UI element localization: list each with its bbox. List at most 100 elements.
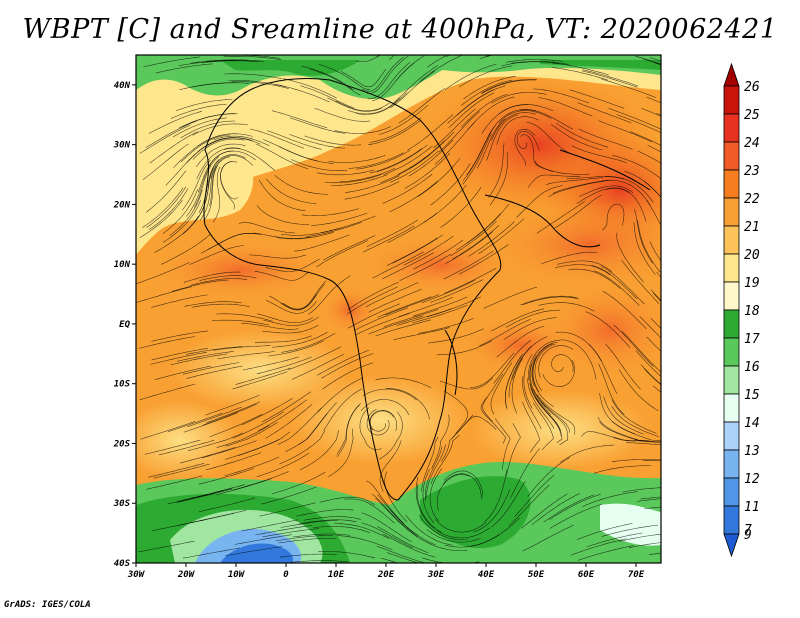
streamline <box>639 316 661 339</box>
colorbar: 26 25 24 23 22 21 20 19 18 17 16 15 14 13 12 11 97 <box>723 62 760 558</box>
streamline <box>385 294 440 316</box>
streamline <box>375 497 418 538</box>
streamline <box>256 143 309 170</box>
streamline <box>198 159 220 213</box>
streamline <box>450 221 497 257</box>
streamline <box>622 487 661 493</box>
streamline <box>538 97 593 117</box>
streamline <box>233 471 289 490</box>
streamline <box>369 117 422 143</box>
streamline <box>577 545 634 561</box>
streamline <box>196 147 240 180</box>
streamline <box>601 180 651 206</box>
streamline <box>582 70 638 88</box>
streamline <box>274 174 328 195</box>
streamline <box>494 418 511 470</box>
streamline <box>555 331 602 362</box>
streamline <box>516 131 540 151</box>
streamline <box>577 102 632 124</box>
streamline <box>187 406 242 427</box>
streamline <box>272 471 326 495</box>
streamline <box>183 271 241 283</box>
streamline <box>146 475 203 490</box>
streamline <box>248 254 307 259</box>
streamline <box>505 309 561 328</box>
streamline <box>366 480 405 524</box>
streamline <box>344 498 395 524</box>
streamline <box>533 402 554 451</box>
streamline <box>581 431 636 442</box>
streamline <box>647 145 661 153</box>
streamline <box>611 459 661 463</box>
streamline <box>209 413 263 438</box>
streamline <box>142 143 189 180</box>
streamline <box>171 279 229 292</box>
streamline <box>387 212 438 243</box>
streamline <box>322 362 374 390</box>
streamline <box>231 81 289 89</box>
streamline <box>190 59 249 64</box>
streamline <box>445 231 494 264</box>
streamline <box>355 55 381 62</box>
streamline <box>383 145 433 176</box>
streamline <box>426 296 482 318</box>
streamline <box>498 110 552 124</box>
streamline <box>542 360 575 387</box>
streamline <box>510 448 540 499</box>
streamline <box>291 159 348 171</box>
streamline <box>498 104 554 115</box>
streamline <box>144 439 201 455</box>
streamline <box>169 189 203 236</box>
streamline <box>365 282 419 308</box>
streamline <box>527 174 581 188</box>
streamline <box>189 484 245 500</box>
lat-tick-label: 40S <box>114 559 131 569</box>
colorbar-swatch <box>723 309 740 339</box>
streamline <box>146 186 187 228</box>
streamline <box>237 431 291 456</box>
streamline <box>419 55 464 82</box>
colorbar-label: 17 <box>744 332 760 347</box>
streamline <box>541 402 569 446</box>
streamline <box>327 97 383 112</box>
lon-tick-label: 0 <box>283 570 289 580</box>
streamline <box>419 515 469 540</box>
streamline <box>514 128 536 166</box>
streamline <box>431 414 450 469</box>
streamline <box>198 150 233 193</box>
streamline <box>529 382 561 431</box>
streamline <box>426 529 481 543</box>
streamline <box>336 535 393 550</box>
colorbar-label: 18 <box>744 304 760 319</box>
streamline <box>249 128 305 149</box>
streamline <box>203 165 219 221</box>
streamline <box>409 131 455 169</box>
streamline <box>317 377 363 413</box>
streamline <box>650 318 661 329</box>
streamline <box>212 166 221 223</box>
streamline <box>440 187 482 228</box>
streamline <box>626 442 661 446</box>
streamline <box>383 309 439 328</box>
lat-tick-label: 40N <box>114 81 131 91</box>
lat-tick-label: EQ <box>119 320 130 330</box>
streamline <box>148 111 202 134</box>
streamline <box>646 336 661 352</box>
streamline <box>261 486 317 505</box>
colorbar-swatch <box>723 505 740 535</box>
colorbar-label: 26 <box>744 80 760 95</box>
streamline <box>346 286 398 315</box>
streamline <box>447 89 494 124</box>
streamline <box>253 232 311 239</box>
streamline <box>162 188 199 234</box>
streamline <box>184 301 242 307</box>
streamline <box>278 538 337 544</box>
streamline <box>206 401 261 424</box>
streamline <box>413 296 468 317</box>
streamline <box>282 78 337 99</box>
colorbar-label: 20 <box>744 248 760 263</box>
streamline <box>506 423 521 477</box>
streamline <box>210 155 254 179</box>
colorbar-label: 9 <box>744 528 752 543</box>
streamline <box>335 100 390 112</box>
